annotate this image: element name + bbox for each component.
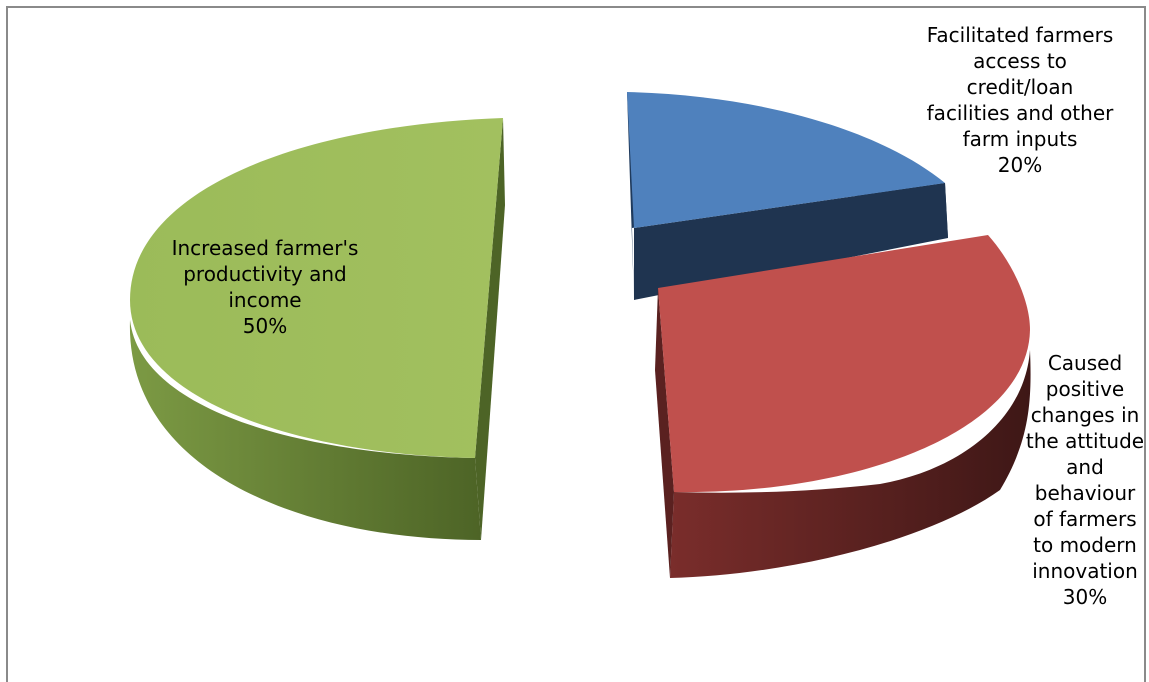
slice-label-attitude-change: Caused positive changes in the attitude … xyxy=(1020,350,1149,610)
slice-value-productivity: 50% xyxy=(242,314,288,338)
slice-label-credit-access: Facilitated farmers access to credit/loa… xyxy=(900,22,1140,178)
pie-slice-attitude-change xyxy=(655,235,1031,578)
slice-value-attitude-change: 30% xyxy=(1062,585,1108,609)
chart-frame xyxy=(6,6,1146,682)
slice-label-productivity: Increased farmer's productivity and inco… xyxy=(150,235,380,339)
slice-value-credit-access: 20% xyxy=(997,153,1043,177)
pie-slice-credit-access xyxy=(627,92,948,300)
pie-slice-productivity xyxy=(129,118,505,540)
